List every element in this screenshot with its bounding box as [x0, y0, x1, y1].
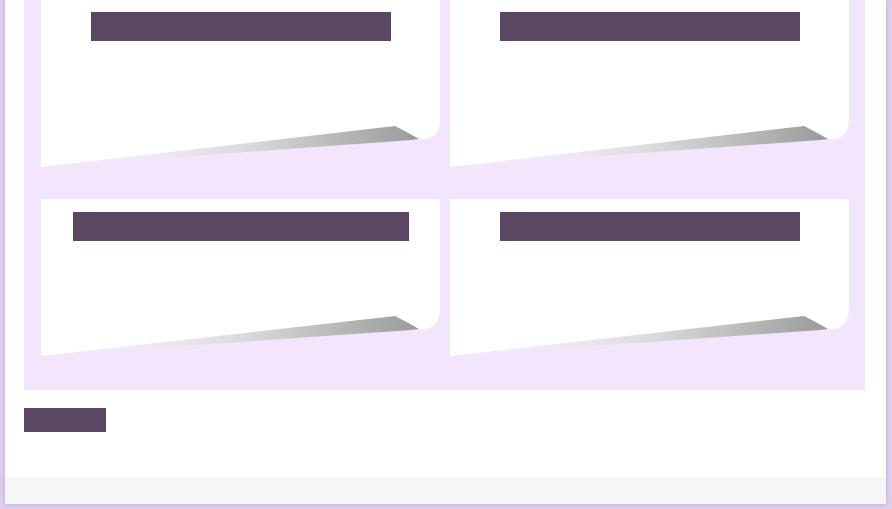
card-title [500, 12, 800, 41]
curled-paper-shape [450, 0, 849, 167]
card-title [91, 12, 391, 41]
note-card[interactable] [41, 0, 440, 168]
card-title [500, 212, 800, 241]
note-card[interactable] [41, 199, 440, 357]
curled-paper-shape [41, 0, 440, 167]
note-card[interactable] [450, 199, 849, 357]
note-card[interactable] [450, 0, 849, 168]
card-grid [24, 0, 865, 390]
card-title [73, 212, 409, 241]
footer-strip [5, 477, 886, 504]
footer-button[interactable] [24, 408, 106, 432]
